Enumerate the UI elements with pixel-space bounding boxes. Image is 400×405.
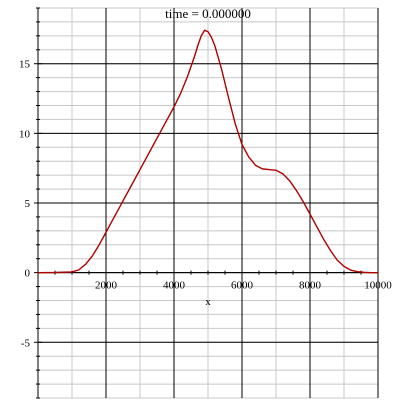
- x-tick-label: 6000: [231, 280, 254, 292]
- x-tick-label: 4000: [163, 280, 186, 292]
- tick-labels: 2000 4000 6000 8000 10000 -5 0 5 10 15: [19, 59, 392, 350]
- series-line: [37, 29, 378, 274]
- axes: [34, 7, 379, 399]
- x-axis-label: x: [205, 296, 211, 308]
- y-tick-label: 10: [19, 128, 31, 140]
- series-layer: [37, 29, 378, 274]
- x-tick-label: 2000: [95, 280, 118, 292]
- chart-title: time = 0.000000: [165, 6, 251, 21]
- y-tick-label: -5: [21, 337, 31, 349]
- x-tick-label: 8000: [299, 280, 322, 292]
- y-tick-label: 5: [25, 198, 31, 210]
- y-tick-label: 0: [25, 268, 31, 280]
- y-tick-label: 15: [19, 59, 31, 71]
- x-tick-label: 10000: [364, 280, 392, 292]
